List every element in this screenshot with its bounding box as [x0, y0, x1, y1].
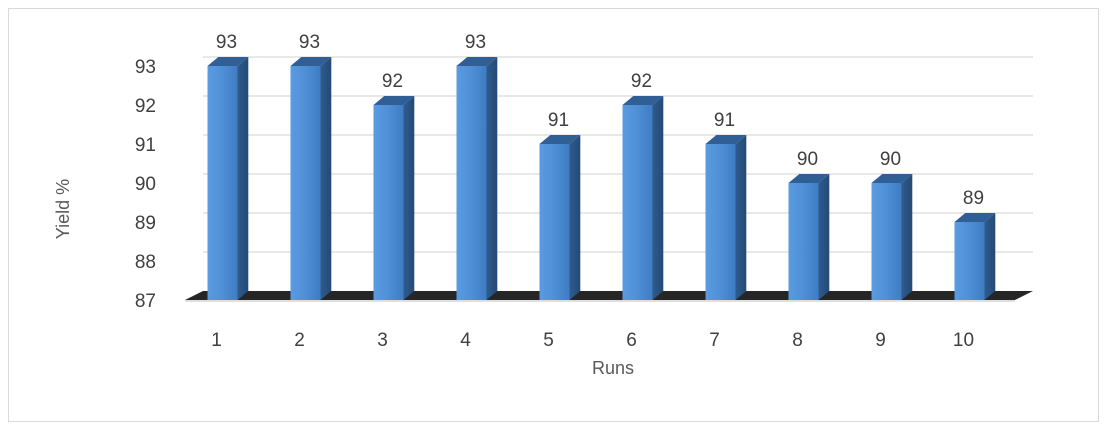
bar-10 — [954, 213, 996, 300]
bar-front — [373, 105, 404, 300]
bar-top — [290, 57, 332, 66]
bar-front — [788, 183, 819, 300]
bar-top — [871, 174, 913, 183]
data-label-8: 90 — [797, 149, 818, 170]
bar-top — [539, 135, 581, 144]
y-tick-92: 92 — [135, 96, 156, 117]
data-label-10: 89 — [963, 188, 984, 209]
bar-front — [954, 222, 985, 300]
bar-side — [735, 135, 747, 300]
data-label-2: 93 — [299, 32, 320, 53]
x-tick-2: 2 — [294, 330, 305, 351]
data-labels: 93 93 92 93 91 92 91 90 90 89 — [216, 32, 984, 209]
bar-6 — [622, 96, 664, 300]
bar-front — [539, 144, 570, 300]
x-tick-3: 3 — [377, 330, 388, 351]
y-tick-87: 87 — [135, 291, 156, 312]
bar-front — [871, 183, 902, 300]
y-axis-title: Yield % — [53, 179, 73, 239]
bar-3 — [373, 96, 415, 300]
bar-top — [954, 213, 996, 222]
x-tick-7: 7 — [709, 330, 720, 351]
y-tick-88: 88 — [135, 252, 156, 273]
x-tick-10: 10 — [953, 330, 974, 351]
bar-top — [622, 96, 664, 105]
bar-top — [456, 57, 498, 66]
x-tick-1: 1 — [211, 330, 222, 351]
bar-side — [237, 57, 249, 300]
y-tick-93: 93 — [135, 57, 156, 78]
data-label-7: 91 — [714, 110, 735, 131]
data-label-9: 90 — [880, 149, 901, 170]
bar-side — [403, 96, 415, 300]
bar-side — [984, 213, 996, 300]
x-tick-9: 9 — [875, 330, 886, 351]
data-label-3: 92 — [382, 71, 403, 92]
bar-9 — [871, 174, 913, 300]
bar-front — [705, 144, 736, 300]
bar-top — [373, 96, 415, 105]
bar-side — [818, 174, 830, 300]
bar-side — [901, 174, 913, 300]
y-tick-91: 91 — [135, 135, 156, 156]
bar-front — [207, 66, 238, 300]
bar-top — [207, 57, 249, 66]
data-label-4: 93 — [465, 32, 486, 53]
x-tick-8: 8 — [792, 330, 803, 351]
bar-front — [290, 66, 321, 300]
bar-side — [569, 135, 581, 300]
bar-side — [486, 57, 498, 300]
x-axis-ticks: 1 2 3 4 5 6 7 8 9 10 — [211, 330, 974, 351]
x-tick-5: 5 — [543, 330, 554, 351]
chart-frame: 87 88 89 90 91 92 93 1 2 3 4 5 6 7 8 9 10 93 93 92 93 91 92 9… — [8, 8, 1099, 422]
bar-8 — [788, 174, 830, 300]
data-label-5: 91 — [548, 110, 569, 131]
bar-5 — [539, 135, 581, 300]
bar-7 — [705, 135, 747, 300]
x-tick-4: 4 — [460, 330, 471, 351]
bar-front — [622, 105, 653, 300]
bar-side — [320, 57, 332, 300]
x-axis-title: Runs — [592, 358, 634, 378]
data-label-1: 93 — [216, 32, 237, 53]
bar-front — [456, 66, 487, 300]
bar-2 — [290, 57, 332, 300]
bar-4 — [456, 57, 498, 300]
data-label-6: 92 — [631, 71, 652, 92]
bar-1 — [207, 57, 249, 300]
bars — [207, 57, 996, 300]
y-tick-89: 89 — [135, 213, 156, 234]
bar-side — [652, 96, 664, 300]
y-axis-ticks: 87 88 89 90 91 92 93 — [135, 57, 156, 312]
y-tick-90: 90 — [135, 174, 156, 195]
bar-top — [788, 174, 830, 183]
x-tick-6: 6 — [626, 330, 637, 351]
bar-top — [705, 135, 747, 144]
